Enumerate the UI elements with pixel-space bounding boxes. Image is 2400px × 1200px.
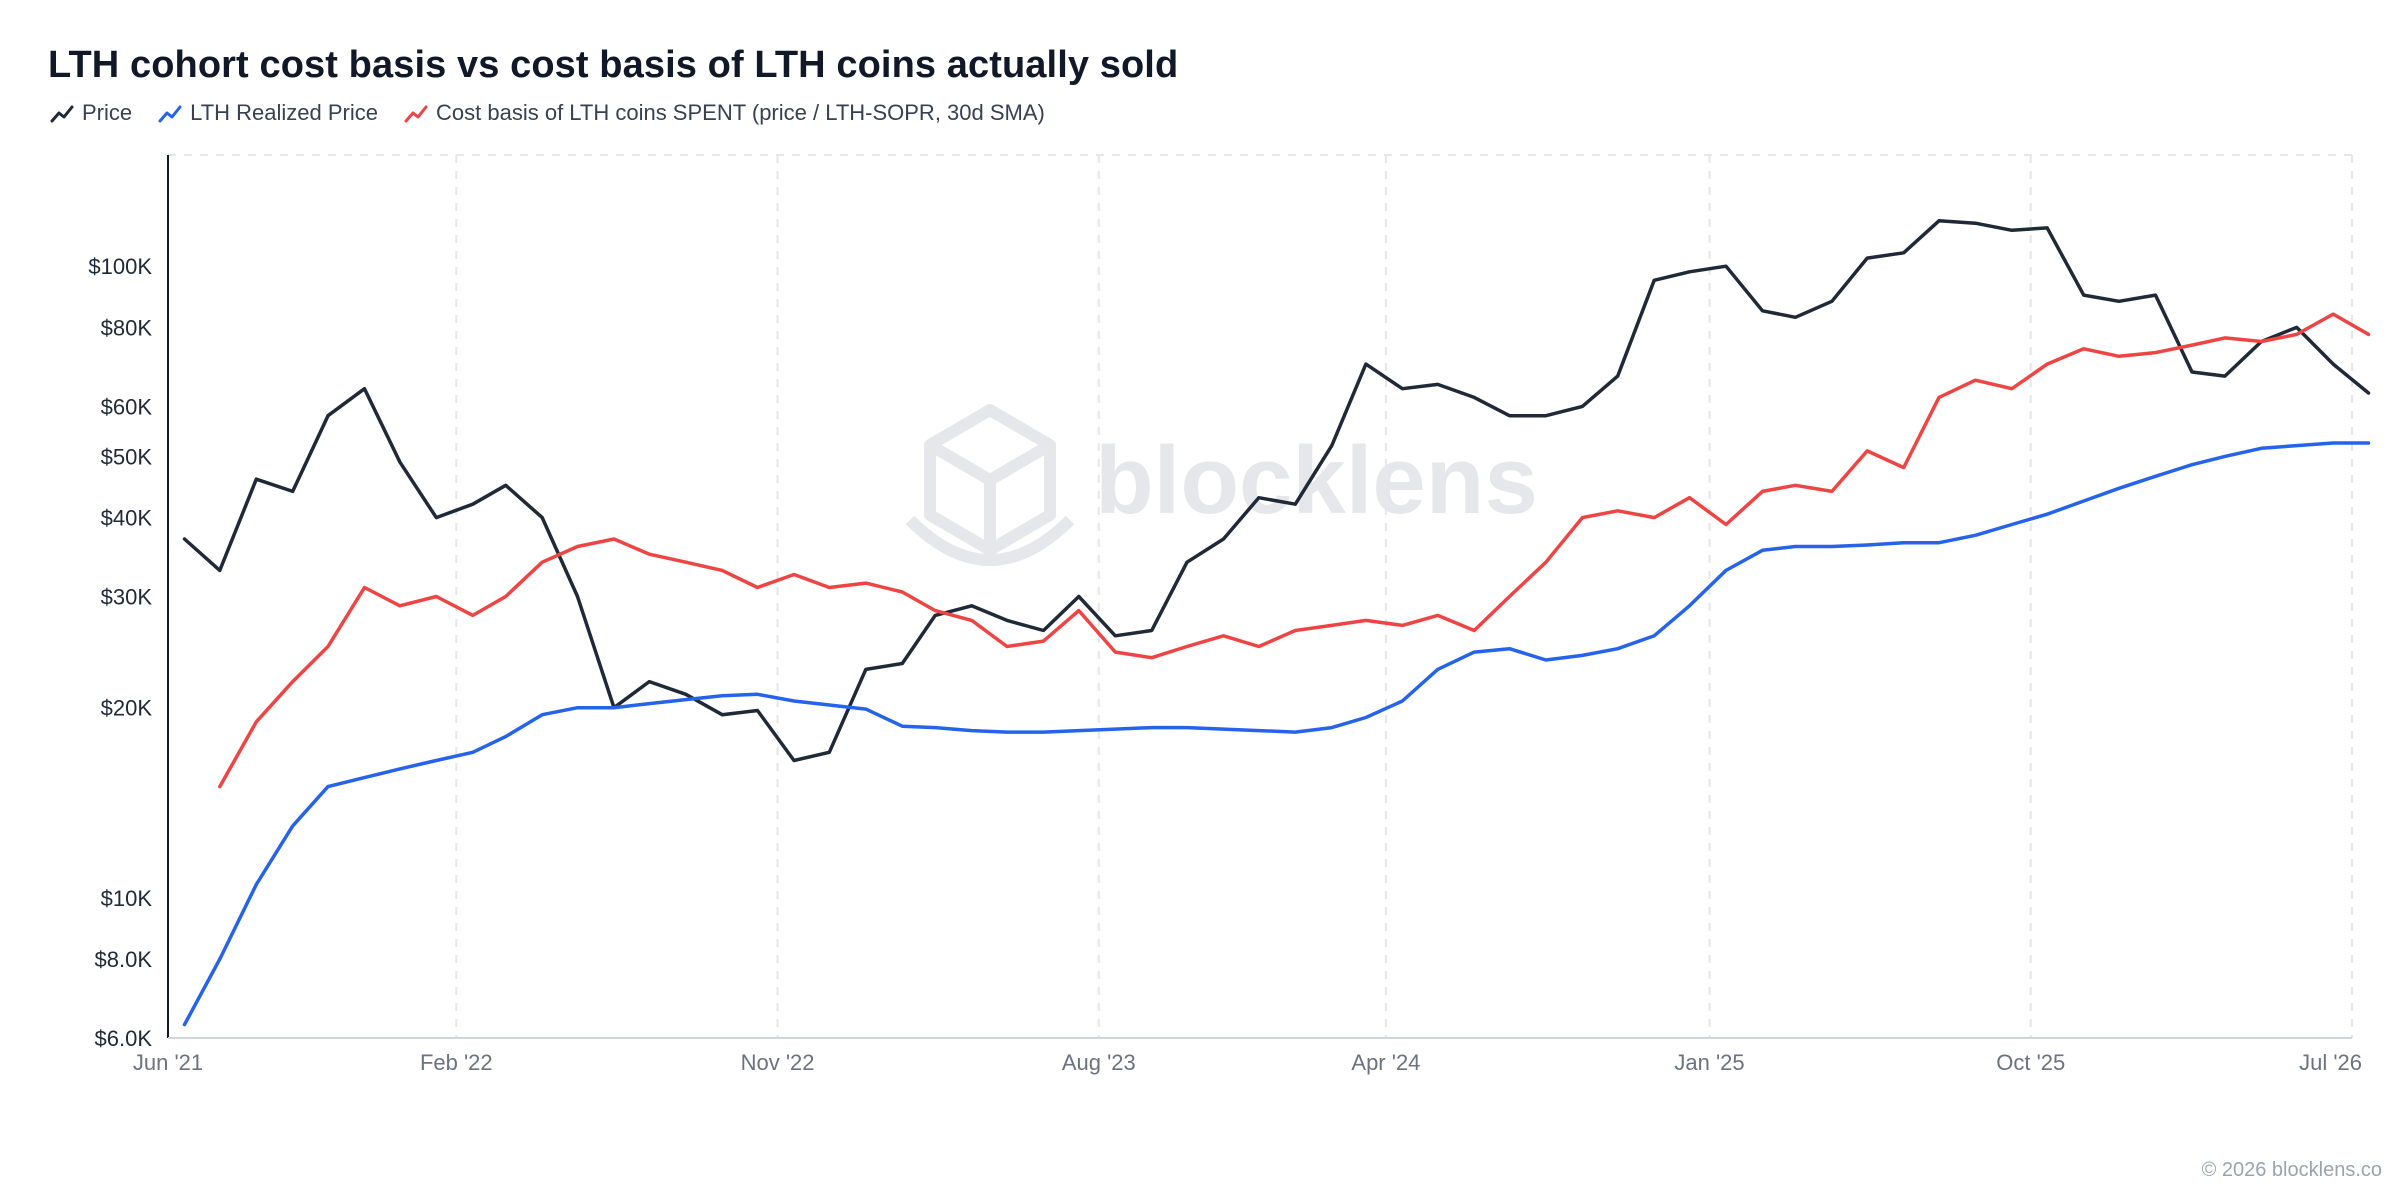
x-tick-label: Oct '25 — [1996, 1050, 2065, 1075]
x-tick-label: Jan '25 — [1674, 1050, 1744, 1075]
chart-title: LTH cohort cost basis vs cost basis of L… — [48, 44, 1179, 86]
legend-item-lth-spent-cost-basis[interactable]: Cost basis of LTH coins SPENT (price / L… — [404, 100, 1045, 126]
x-tick-label: Apr '24 — [1351, 1050, 1420, 1075]
line-icon — [404, 105, 428, 123]
y-tick-label: $40K — [101, 506, 153, 531]
y-tick-label: $60K — [101, 394, 153, 419]
y-tick-label: $80K — [101, 315, 153, 340]
series-group — [182, 219, 2371, 1027]
x-tick-label: Jul '26 — [2299, 1050, 2362, 1075]
x-tick-label: Nov '22 — [741, 1050, 815, 1075]
grid — [168, 154, 2353, 1038]
y-tick-label: $30K — [101, 585, 153, 610]
y-tick-label: $10K — [101, 886, 153, 911]
x-tick-label: Aug '23 — [1062, 1050, 1136, 1075]
series-line-cost-basis-of-lth-coins-spent-price-lth- — [218, 312, 2371, 789]
y-tick-label: $100K — [88, 254, 152, 279]
legend-item-lth-realized-price[interactable]: LTH Realized Price — [158, 100, 378, 126]
x-tick-label: Jun '21 — [133, 1050, 203, 1075]
y-tick-label: $20K — [101, 696, 153, 721]
legend-item-price[interactable]: Price — [50, 100, 132, 126]
legend-label: Price — [82, 100, 133, 125]
legend-label: Cost basis of LTH coins SPENT (price / L… — [436, 100, 1045, 125]
legend-label: LTH Realized Price — [190, 100, 379, 125]
chart-legend: Price LTH Realized Price Cost basis of L… — [50, 100, 1045, 126]
x-tick-label: Feb '22 — [420, 1050, 493, 1075]
line-icon — [50, 105, 74, 123]
series-line-price — [182, 219, 2371, 763]
line-icon — [158, 105, 182, 123]
cube-logo-icon — [905, 404, 1075, 566]
copyright-footer: © 2026 blocklens.co — [2201, 1159, 2382, 1181]
axes: Jun '21 Feb '22 Nov '22 Aug '23 Apr '24 Jan '… — [88, 155, 2362, 1075]
series-line-lth-realized-price — [182, 441, 2371, 1027]
watermark-text: blocklens — [1095, 427, 1538, 534]
y-tick-label: $6.0K — [95, 1026, 153, 1051]
watermark: blocklens — [905, 404, 1538, 566]
y-tick-label: $8.0K — [95, 947, 153, 972]
y-tick-label: $50K — [101, 444, 153, 469]
